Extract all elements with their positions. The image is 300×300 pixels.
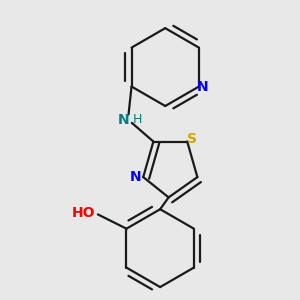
Text: HO: HO bbox=[71, 206, 95, 220]
Text: N: N bbox=[118, 112, 130, 127]
Text: N: N bbox=[130, 170, 142, 184]
Text: S: S bbox=[187, 132, 197, 146]
Text: H: H bbox=[133, 113, 142, 126]
Text: N: N bbox=[197, 80, 209, 94]
